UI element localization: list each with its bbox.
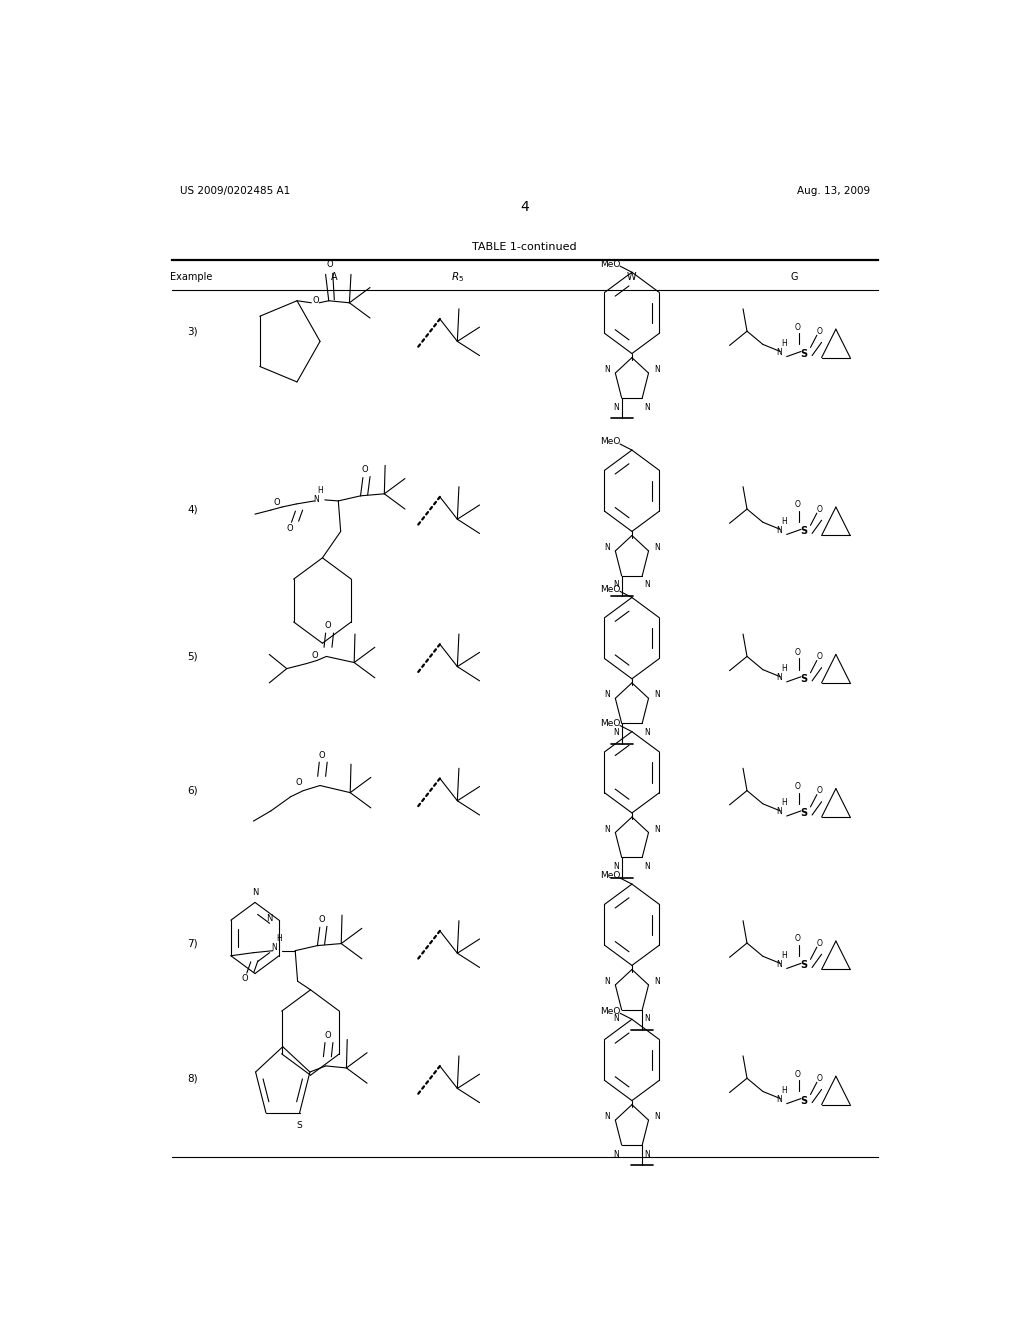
Text: N: N <box>644 403 650 412</box>
Text: N: N <box>604 366 610 374</box>
Text: W: W <box>627 272 637 282</box>
Text: N: N <box>644 1015 650 1023</box>
Text: O: O <box>795 322 801 331</box>
Text: $R_5$: $R_5$ <box>451 271 464 284</box>
Text: O: O <box>795 781 801 791</box>
Text: O: O <box>273 499 281 507</box>
Text: S: S <box>801 673 808 684</box>
Text: O: O <box>817 326 823 335</box>
Text: O: O <box>817 1073 823 1082</box>
Text: N: N <box>776 673 782 682</box>
Text: O: O <box>361 465 369 474</box>
Text: N: N <box>613 403 620 412</box>
Text: 3): 3) <box>187 326 199 337</box>
Text: O: O <box>312 296 319 305</box>
Text: O: O <box>795 935 801 944</box>
Text: O: O <box>325 622 332 631</box>
Text: O: O <box>318 751 325 759</box>
Text: 8): 8) <box>187 1073 199 1084</box>
Text: N: N <box>266 913 272 923</box>
Text: 4: 4 <box>520 201 529 214</box>
Text: US 2009/0202485 A1: US 2009/0202485 A1 <box>179 186 290 195</box>
Text: O: O <box>795 648 801 657</box>
Text: Example: Example <box>170 272 213 282</box>
Text: MeO: MeO <box>600 260 621 268</box>
Text: Aug. 13, 2009: Aug. 13, 2009 <box>797 186 870 195</box>
Text: O: O <box>287 524 293 533</box>
Text: N: N <box>776 808 782 817</box>
Text: MeO: MeO <box>600 719 621 729</box>
Text: N: N <box>271 942 276 952</box>
Text: 6): 6) <box>187 785 199 796</box>
Text: N: N <box>644 581 650 590</box>
Text: N: N <box>654 543 659 552</box>
Text: N: N <box>613 727 620 737</box>
Text: S: S <box>801 348 808 359</box>
Text: MeO: MeO <box>600 1007 621 1015</box>
Text: N: N <box>604 690 610 700</box>
Text: O: O <box>817 787 823 795</box>
Text: O: O <box>817 939 823 948</box>
Text: N: N <box>313 495 318 504</box>
Text: N: N <box>654 366 659 374</box>
Text: N: N <box>604 977 610 986</box>
Text: N: N <box>613 1150 620 1159</box>
Text: N: N <box>654 977 659 986</box>
Text: O: O <box>324 1031 331 1040</box>
Text: N: N <box>613 581 620 590</box>
Text: N: N <box>654 825 659 833</box>
Text: S: S <box>801 527 808 536</box>
Text: N: N <box>604 825 610 833</box>
Text: N: N <box>776 960 782 969</box>
Text: N: N <box>654 1113 659 1121</box>
Text: 4): 4) <box>187 504 199 513</box>
Text: H: H <box>781 950 787 960</box>
Text: 5): 5) <box>187 652 199 661</box>
Text: O: O <box>817 652 823 661</box>
Text: MeO: MeO <box>600 585 621 594</box>
Text: A: A <box>331 272 338 282</box>
Text: N: N <box>613 1015 620 1023</box>
Text: O: O <box>318 915 326 924</box>
Text: S: S <box>801 808 808 818</box>
Text: G: G <box>791 272 799 282</box>
Text: N: N <box>776 348 782 356</box>
Text: N: N <box>604 1113 610 1121</box>
Text: MeO: MeO <box>600 437 621 446</box>
Text: N: N <box>644 862 650 871</box>
Text: S: S <box>801 961 808 970</box>
Text: N: N <box>776 1096 782 1104</box>
Text: H: H <box>317 486 323 495</box>
Text: N: N <box>604 543 610 552</box>
Text: H: H <box>781 339 787 348</box>
Text: S: S <box>801 1096 808 1106</box>
Text: S: S <box>297 1121 302 1130</box>
Text: N: N <box>613 862 620 871</box>
Text: N: N <box>253 888 259 896</box>
Text: H: H <box>781 799 787 808</box>
Text: H: H <box>781 516 787 525</box>
Text: H: H <box>781 1086 787 1094</box>
Text: 7): 7) <box>187 939 199 948</box>
Text: N: N <box>644 727 650 737</box>
Text: O: O <box>242 974 249 982</box>
Text: O: O <box>327 260 333 269</box>
Text: N: N <box>654 690 659 700</box>
Text: O: O <box>295 777 302 787</box>
Text: N: N <box>644 1150 650 1159</box>
Text: O: O <box>795 500 801 510</box>
Text: O: O <box>817 504 823 513</box>
Text: MeO: MeO <box>600 871 621 880</box>
Text: O: O <box>312 651 318 660</box>
Text: H: H <box>276 935 283 942</box>
Text: O: O <box>795 1069 801 1078</box>
Text: N: N <box>776 525 782 535</box>
Text: TABLE 1-continued: TABLE 1-continued <box>472 242 578 252</box>
Text: H: H <box>781 664 787 673</box>
